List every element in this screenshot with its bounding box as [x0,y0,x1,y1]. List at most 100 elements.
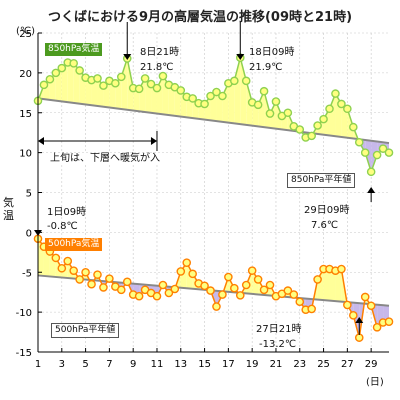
point-500hpa [384,317,394,326]
x-tick-label: 3 [59,359,65,370]
point-500hpa [99,283,108,292]
point-500hpa [295,297,305,307]
bracket-right-head [150,137,157,145]
point-850hpa [283,108,293,118]
point-500hpa [360,292,370,302]
point-500hpa [158,280,168,290]
annotation-arrows [34,22,376,335]
point-500hpa [57,263,67,273]
point-850hpa [206,91,215,101]
point-500hpa [212,302,221,311]
point-850hpa [75,66,84,75]
y-tick-label: -15 [16,348,32,359]
point-500hpa [253,275,263,284]
y-tick-label: -5 [22,268,32,279]
point-500hpa [170,284,180,294]
x-tick-label: 27 [341,359,354,370]
arrow-18th-head [236,54,245,60]
point-500hpa [366,301,376,311]
point-850hpa [93,74,102,83]
point-850hpa [146,79,156,89]
annotation-27th-value: -13.2℃ [259,339,297,350]
arrow-1st-head [34,230,42,236]
point-500hpa [289,290,299,299]
point-850hpa [319,114,328,124]
anomaly-area-850hpa [61,62,68,103]
point-850hpa [230,76,239,86]
point-500hpa [188,269,197,279]
x-tick-label: 23 [293,359,306,370]
point-500hpa [63,256,73,266]
point-500hpa [372,322,382,332]
point-500hpa [81,267,90,277]
annotation-1st-label: 1日09時 [47,207,87,218]
anomaly-area-850hpa [67,62,74,103]
point-500hpa [206,286,215,295]
anomaly-area-850hpa [228,80,235,124]
anomaly-area-500hpa [323,269,330,301]
y-tick-label: 20 [19,69,32,80]
point-500hpa [343,300,352,310]
annotation-8th-value: 21.8℃ [140,62,174,73]
annotation-early-month: 上旬は、下層へ暖気が入 [50,153,160,164]
point-500hpa [247,266,257,275]
point-500hpa [218,290,227,299]
point-500hpa [152,291,162,301]
point-850hpa [259,86,269,96]
y-tick-label: 15 [19,109,32,120]
point-500hpa [134,291,144,301]
point-850hpa [354,137,364,147]
point-850hpa [218,91,227,101]
point-500hpa [93,270,102,279]
point-850hpa [134,84,144,94]
anomaly-area-850hpa [85,77,92,106]
annotation-18th-label: 18日09時 [249,47,295,58]
point-850hpa [116,72,126,82]
point-500hpa [349,311,358,320]
anomaly-area-850hpa [133,88,140,112]
annotation-1st-value: -0.8℃ [47,221,78,232]
y-tick-label: 25 [19,29,32,40]
point-500hpa [307,304,316,314]
point-850hpa [372,150,382,160]
annotation-29th-value: 7.6℃ [311,220,339,231]
legend-500hpa: 500hPa気温 [45,238,103,251]
anomaly-area-850hpa [329,93,336,137]
x-tick-label: 5 [82,359,88,370]
anomaly-area-850hpa [264,91,271,128]
point-850hpa [366,167,376,177]
anomaly-area-500hpa [252,270,259,295]
point-500hpa [182,258,192,267]
anomaly-area-850hpa [365,140,372,172]
anomaly-area-850hpa [240,57,247,125]
y-tick-label: 10 [19,149,32,160]
point-850hpa [307,131,316,141]
point-850hpa [176,86,186,95]
point-500hpa [230,283,239,293]
point-500hpa [75,275,84,284]
x-tick-label: 11 [151,359,164,370]
point-850hpa [158,71,168,81]
anomaly-area-850hpa [121,58,128,110]
point-850hpa [265,109,275,118]
arrow-27th-head [355,317,364,323]
bracket-left-head [38,137,44,145]
point-850hpa [325,104,334,114]
point-500hpa [354,333,364,342]
anomaly-area-850hpa [168,84,175,116]
point-500hpa [69,266,78,275]
point-500hpa [265,280,275,290]
x-tick-label: 29 [365,359,378,370]
annotation-27th-label: 27日21時 [256,324,302,335]
point-850hpa [200,99,209,109]
point-850hpa [360,148,370,157]
point-850hpa [39,80,49,90]
point-850hpa [313,121,322,130]
point-850hpa [349,122,358,132]
anomaly-area-850hpa [109,80,116,109]
point-850hpa [253,100,263,110]
anomaly-area-500hpa [317,269,324,301]
point-850hpa [241,76,251,86]
point-500hpa [241,280,251,290]
x-tick-label: 13 [174,359,187,370]
